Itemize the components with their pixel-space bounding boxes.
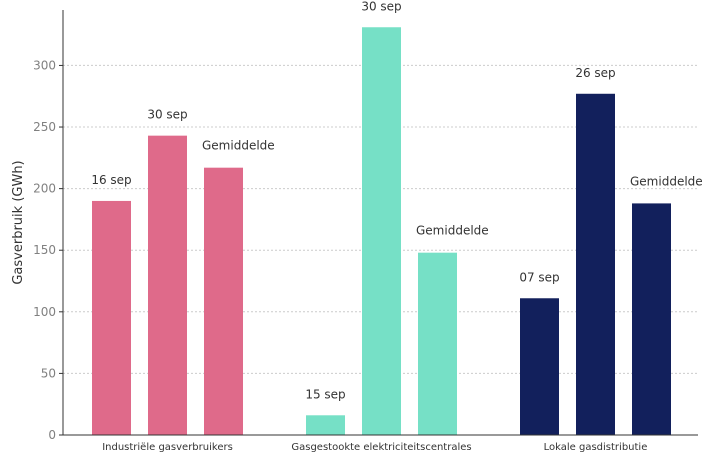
bar-labels: 16 sep 30 sep Gemiddelde 15 sep 30 sep Gemidd… bbox=[91, 0, 702, 401]
y-tick-label: 250 bbox=[33, 120, 56, 134]
bar-data-label: 30 sep bbox=[361, 0, 401, 13]
bar bbox=[576, 93, 615, 435]
bar-data-label: Gemiddelde bbox=[630, 174, 703, 188]
category-label: Gasgestookte elektriciteitscentrales bbox=[291, 442, 471, 453]
category-label: Industriële gasverbruikers bbox=[102, 442, 233, 453]
bar bbox=[362, 27, 401, 436]
bar bbox=[520, 298, 559, 435]
bar bbox=[418, 252, 457, 435]
bar bbox=[204, 167, 243, 435]
bar-data-label: 30 sep bbox=[147, 108, 187, 122]
bar-data-label: Gemiddelde bbox=[416, 224, 489, 238]
category-label: Lokale gasdistributie bbox=[544, 442, 648, 453]
bar-data-label: 15 sep bbox=[305, 387, 345, 401]
y-tick-label: 0 bbox=[48, 428, 56, 442]
y-tick-label: 300 bbox=[33, 58, 56, 72]
bar bbox=[306, 415, 345, 435]
bar bbox=[148, 135, 187, 436]
bar-data-label: Gemiddelde bbox=[202, 139, 275, 153]
bar-data-label: 26 sep bbox=[575, 66, 615, 80]
bars bbox=[92, 27, 671, 436]
category-labels: Industriële gasverbruikers Gasgestookte e… bbox=[102, 442, 647, 453]
y-tick-label: 50 bbox=[41, 366, 56, 380]
y-axis-ticks: 0 50 100 150 200 250 300 bbox=[33, 58, 63, 442]
y-tick-label: 150 bbox=[33, 243, 56, 257]
bar bbox=[632, 203, 671, 435]
y-tick-label: 100 bbox=[33, 305, 56, 319]
y-axis-label: Gasverbruik (GWh) bbox=[11, 160, 26, 284]
bar-data-label: 16 sep bbox=[91, 173, 131, 187]
bar bbox=[92, 200, 131, 435]
y-tick-label: 200 bbox=[33, 182, 56, 196]
bar-data-label: 07 sep bbox=[519, 270, 559, 284]
